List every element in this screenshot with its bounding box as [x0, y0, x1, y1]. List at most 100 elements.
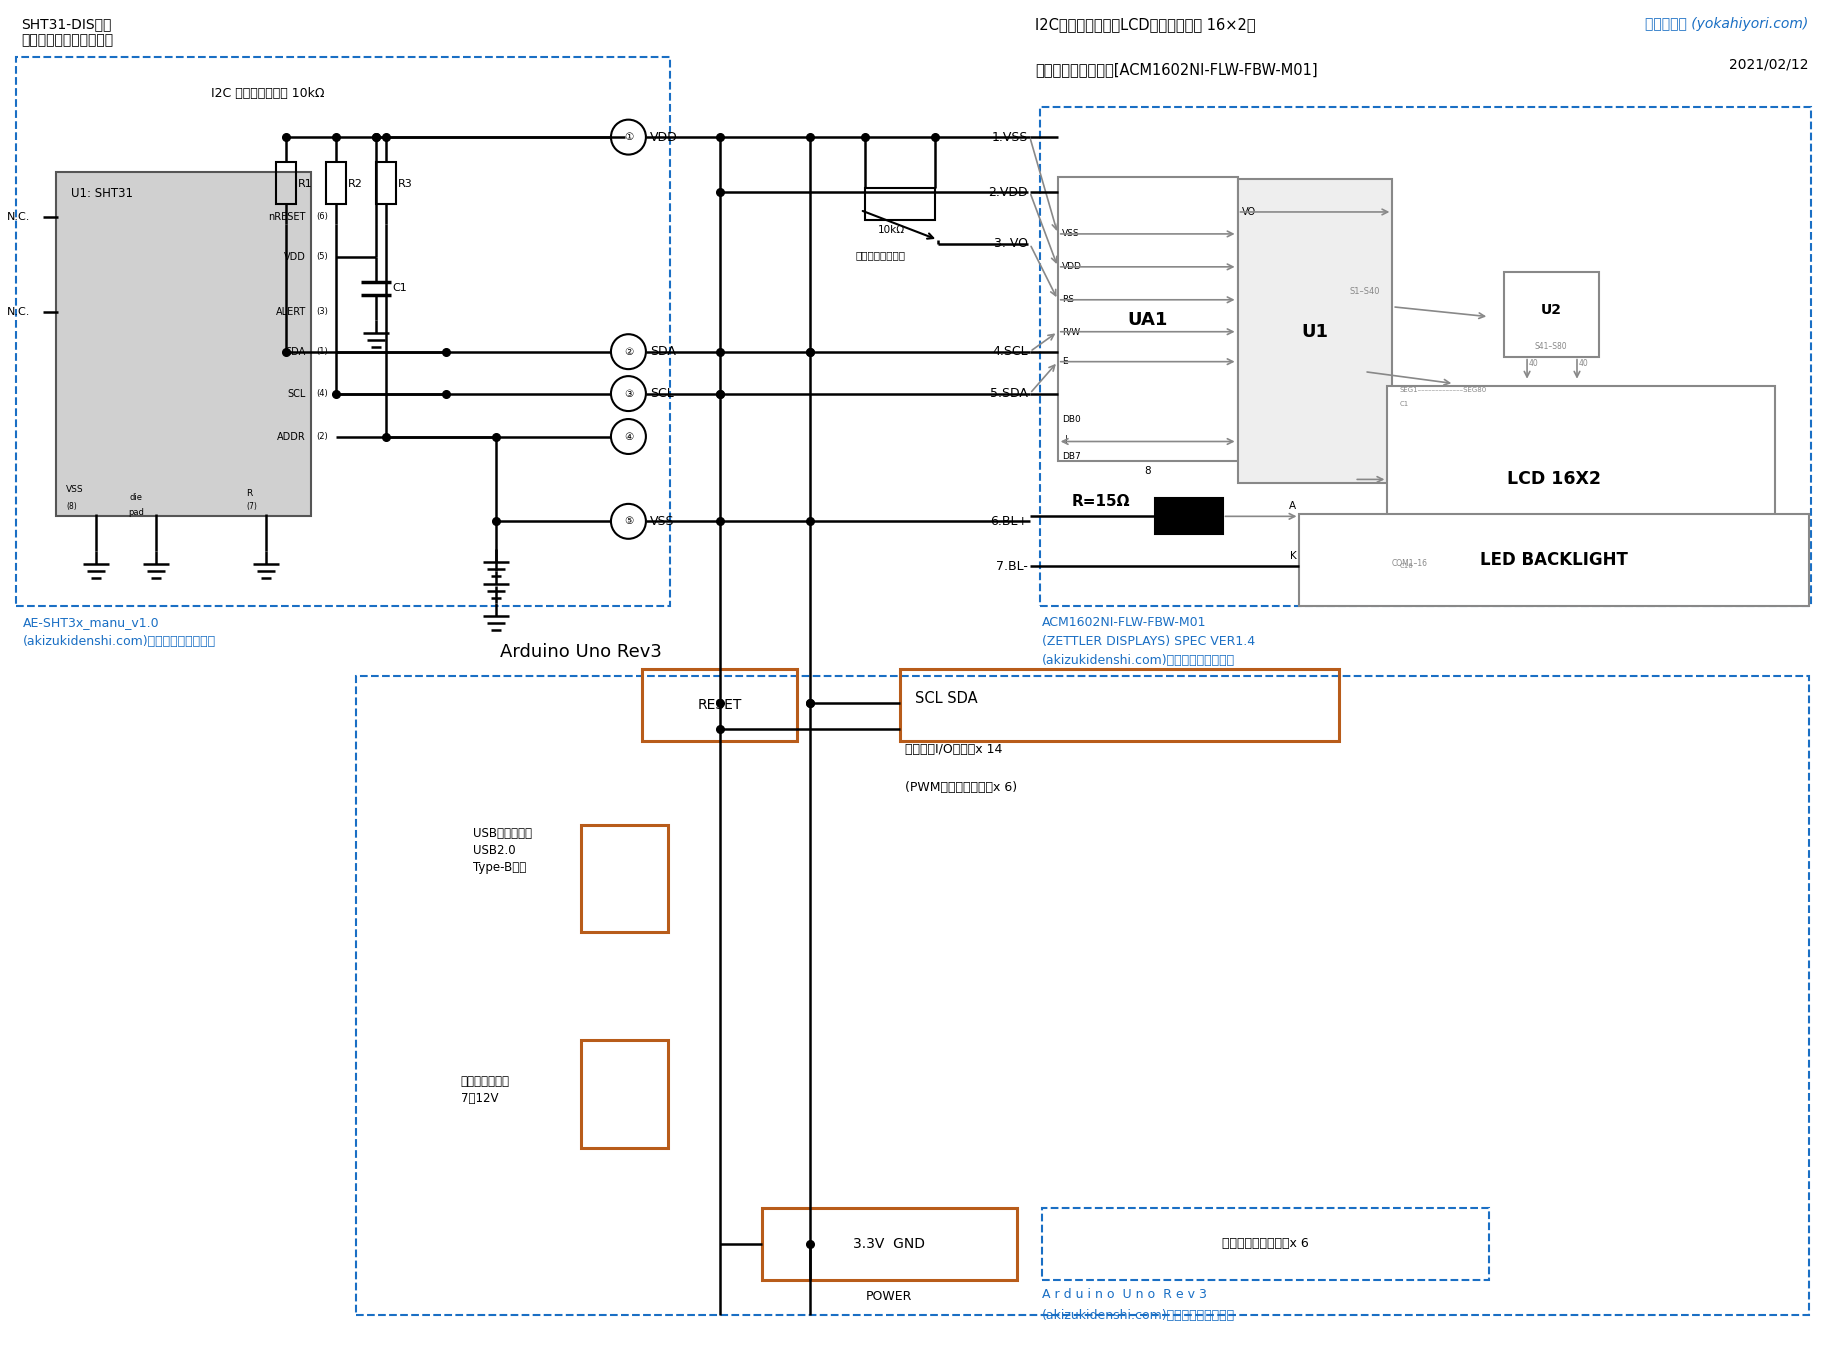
Text: (7): (7): [247, 502, 258, 511]
Text: 4.SCL: 4.SCL: [993, 345, 1027, 358]
Bar: [642, 669, 797, 740]
Text: C1: C1: [1398, 400, 1409, 407]
Bar: [1238, 180, 1393, 484]
Text: VO: VO: [1241, 207, 1256, 217]
Bar: [1300, 514, 1808, 606]
Text: DB7: DB7: [1062, 452, 1080, 461]
Text: |: |: [1064, 435, 1068, 444]
Text: UA1: UA1: [1128, 311, 1168, 329]
Text: 40: 40: [1579, 359, 1589, 369]
Bar: [16, 58, 671, 606]
Text: R2: R2: [347, 180, 362, 189]
Text: A r d u i n o  U n o  R e v 3
(akizukidenshi.com)より引用、一部修正: A r d u i n o U n o R e v 3 (akizukidens…: [1042, 1287, 1236, 1322]
Bar: [1387, 385, 1775, 573]
Bar: [865, 188, 934, 219]
Text: 3. VO: 3. VO: [994, 237, 1027, 251]
Text: (PWM出力可能ピン：x 6): (PWM出力可能ピン：x 6): [905, 781, 1016, 794]
Text: ボード電源端子
7～12V: ボード電源端子 7～12V: [461, 1075, 510, 1105]
Text: R: R: [247, 489, 252, 498]
Bar: [377, 162, 397, 204]
Text: I2C プルアップ抗抗 10kΩ: I2C プルアップ抗抗 10kΩ: [210, 88, 325, 100]
Text: 3.3V  GND: 3.3V GND: [854, 1237, 925, 1250]
Bar: [899, 669, 1340, 740]
Text: 7.BL-: 7.BL-: [996, 559, 1027, 573]
Text: 10kΩ: 10kΩ: [877, 225, 905, 234]
Text: ⑤: ⑤: [623, 517, 632, 526]
Text: A: A: [1289, 502, 1296, 511]
Bar: [1040, 107, 1812, 606]
Bar: [581, 1041, 669, 1148]
Text: SHT31-DIS使用
温湿度センサモジュール: SHT31-DIS使用 温湿度センサモジュール: [22, 18, 113, 48]
Text: POWER: POWER: [866, 1290, 912, 1302]
Text: 40: 40: [1528, 359, 1539, 369]
Text: RESET: RESET: [698, 698, 742, 712]
Text: 2021/02/12: 2021/02/12: [1729, 58, 1808, 71]
Text: デジタルI/Oピン：x 14: デジタルI/Oピン：x 14: [905, 743, 1002, 755]
Text: ④: ④: [623, 432, 632, 441]
Bar: [325, 162, 345, 204]
Text: 5.SDA: 5.SDA: [991, 387, 1027, 400]
Text: (6): (6): [316, 213, 327, 222]
Text: よかひより (yokahiyori.com): よかひより (yokahiyori.com): [1645, 18, 1808, 32]
Text: SDA: SDA: [651, 345, 676, 358]
Text: R=15Ω: R=15Ω: [1071, 494, 1130, 509]
Text: AE-SHT3x_manu_v1.0
(akizukidenshi.com)より引用、一部修正: AE-SHT3x_manu_v1.0 (akizukidenshi.com)より…: [24, 616, 216, 648]
Text: (2): (2): [316, 432, 327, 441]
Text: ②: ②: [623, 347, 632, 356]
Text: I2C接続キャラクタLCDモジュール　 16×2行: I2C接続キャラクタLCDモジュール 16×2行: [1035, 18, 1256, 33]
Text: ③: ③: [623, 388, 632, 399]
Text: VSS: VSS: [1062, 229, 1079, 239]
Text: 8: 8: [1144, 466, 1152, 477]
Bar: [57, 171, 311, 517]
Bar: [1042, 1208, 1490, 1279]
Text: Arduino Uno Rev3: Arduino Uno Rev3: [499, 643, 662, 661]
Text: C16: C16: [1398, 563, 1413, 569]
Text: 白色バックライト付[ACM1602NI-FLW-FBW-M01]: 白色バックライト付[ACM1602NI-FLW-FBW-M01]: [1035, 62, 1318, 77]
Text: N.C.: N.C.: [5, 213, 29, 222]
Text: SDA: SDA: [285, 347, 305, 356]
Text: (4): (4): [316, 389, 327, 398]
Bar: [581, 825, 669, 932]
Text: K: K: [1291, 551, 1296, 561]
Text: SCL: SCL: [651, 387, 675, 400]
Bar: [356, 676, 1808, 1315]
Text: COM1–16: COM1–16: [1391, 559, 1428, 568]
Bar: [762, 1208, 1016, 1279]
Text: RS: RS: [1062, 295, 1073, 304]
Text: 1.VSS: 1.VSS: [991, 130, 1027, 144]
Text: ADDR: ADDR: [278, 432, 305, 441]
Text: VSS: VSS: [66, 485, 84, 494]
Text: 半固定ボリューム: 半固定ボリューム: [856, 250, 905, 260]
Text: S1–S40: S1–S40: [1349, 288, 1380, 296]
Text: (8): (8): [66, 502, 77, 511]
Text: DB0: DB0: [1062, 415, 1080, 424]
Text: ACM1602NI-FLW-FBW-M01
(ZETTLER DISPLAYS) SPEC VER1.4
(akizukidenshi.com)より引用、一部修: ACM1602NI-FLW-FBW-M01 (ZETTLER DISPLAYS)…: [1042, 616, 1256, 668]
Text: U1: U1: [1302, 322, 1327, 341]
Text: (3): (3): [316, 307, 327, 317]
Text: N.C.: N.C.: [5, 307, 29, 317]
Text: VDD: VDD: [1062, 262, 1082, 271]
Bar: [1058, 177, 1238, 462]
Text: R3: R3: [399, 180, 413, 189]
Text: ①: ①: [623, 132, 632, 143]
Text: SCL SDA: SCL SDA: [916, 691, 978, 706]
Text: USBコネクタ：
USB2.0
Type-Bメス: USBコネクタ： USB2.0 Type-Bメス: [473, 827, 532, 875]
Text: R/W: R/W: [1062, 328, 1080, 336]
Text: die: die: [130, 494, 143, 502]
Text: LCD 16X2: LCD 16X2: [1506, 470, 1601, 488]
Text: U2: U2: [1541, 303, 1561, 317]
Text: C1: C1: [393, 282, 408, 293]
Bar: [1155, 499, 1223, 535]
Bar: [276, 162, 296, 204]
Text: ALERT: ALERT: [276, 307, 305, 317]
Text: E: E: [1062, 358, 1068, 366]
Text: VDD: VDD: [283, 252, 305, 262]
Text: VDD: VDD: [651, 130, 678, 144]
Text: LED BACKLIGHT: LED BACKLIGHT: [1481, 551, 1629, 569]
Text: 2.VDD: 2.VDD: [989, 185, 1027, 199]
Text: R1: R1: [298, 180, 313, 189]
Text: pad: pad: [128, 509, 144, 517]
Text: 6.BL+: 6.BL+: [989, 515, 1027, 528]
Text: nRESET: nRESET: [269, 213, 305, 222]
Bar: [1504, 271, 1600, 356]
